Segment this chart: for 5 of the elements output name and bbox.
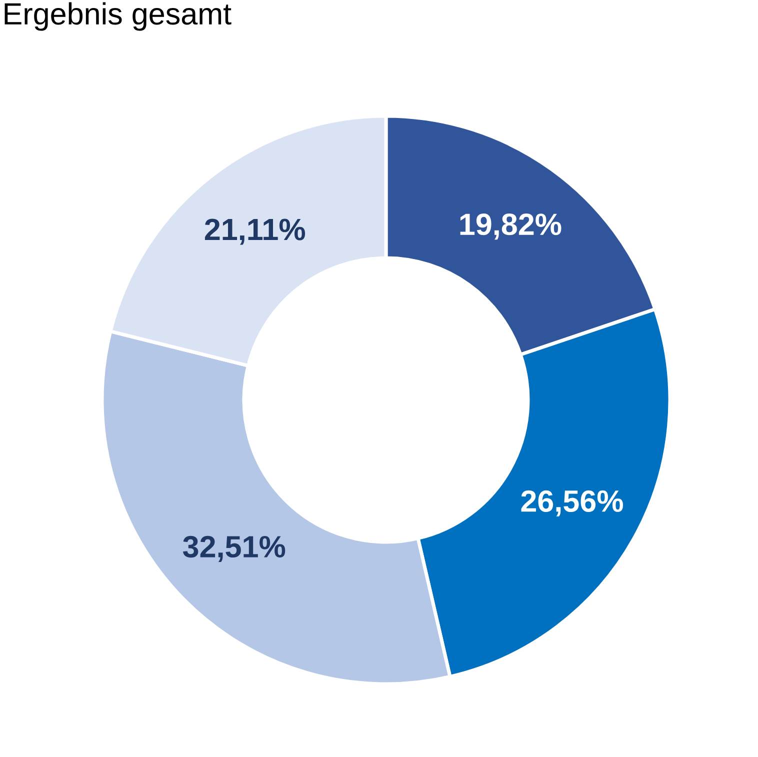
chart-title: Ergebnis gesamt — [4, 2, 232, 31]
data-label: 19,82% — [460, 214, 562, 240]
data-label: 32,51% — [183, 536, 286, 562]
data-label: 21,11% — [204, 218, 306, 245]
data-label: 26,56% — [521, 490, 624, 516]
